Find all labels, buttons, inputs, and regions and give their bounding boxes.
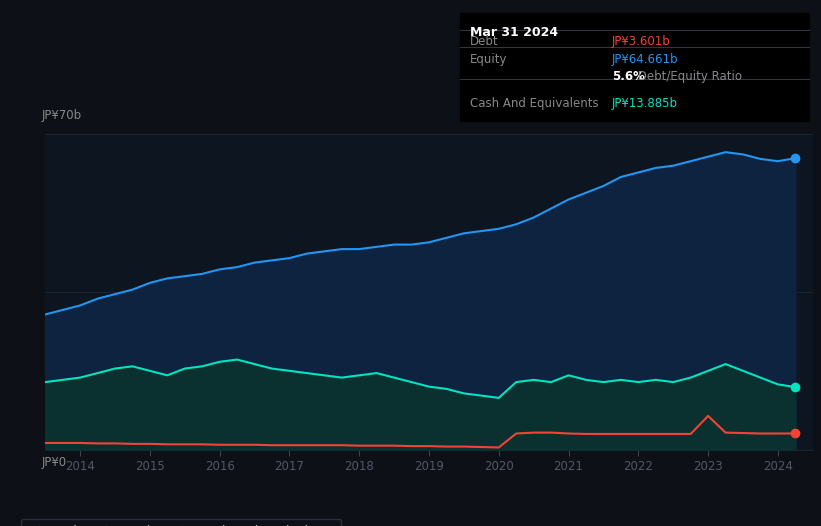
Text: Debt/Equity Ratio: Debt/Equity Ratio bbox=[634, 70, 742, 83]
Text: JP¥70b: JP¥70b bbox=[41, 108, 81, 122]
Text: Equity: Equity bbox=[470, 53, 507, 66]
Text: 5.6%: 5.6% bbox=[612, 70, 644, 83]
Text: JP¥0: JP¥0 bbox=[41, 456, 67, 469]
Legend: Debt, Equity, Cash And Equivalents: Debt, Equity, Cash And Equivalents bbox=[21, 519, 342, 526]
Text: JP¥13.885b: JP¥13.885b bbox=[612, 97, 677, 110]
Text: Debt: Debt bbox=[470, 35, 498, 48]
Text: Cash And Equivalents: Cash And Equivalents bbox=[470, 97, 599, 110]
Text: JP¥3.601b: JP¥3.601b bbox=[612, 35, 671, 48]
Text: JP¥64.661b: JP¥64.661b bbox=[612, 53, 678, 66]
Text: Mar 31 2024: Mar 31 2024 bbox=[470, 26, 557, 39]
